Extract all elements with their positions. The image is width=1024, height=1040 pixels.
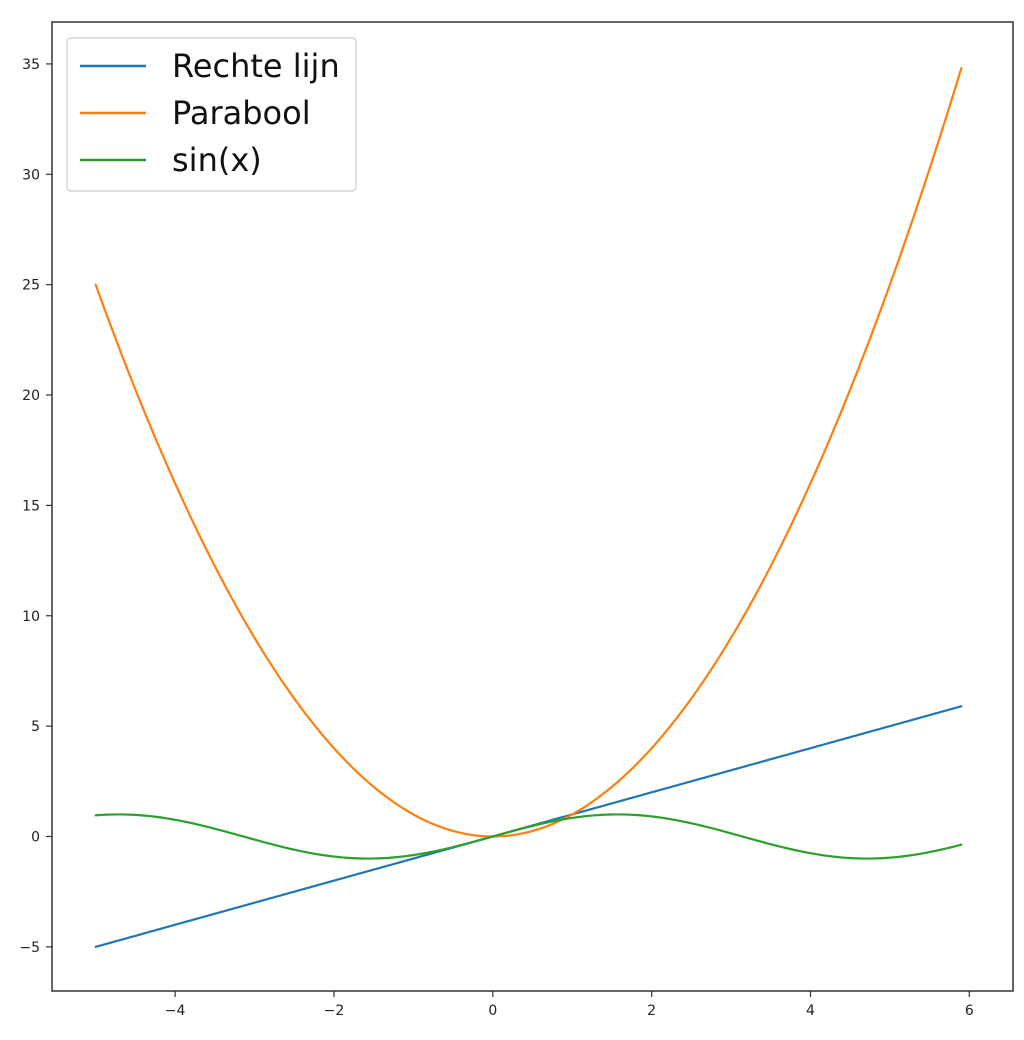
y-tick-label: 20: [22, 388, 40, 404]
y-tick-label: 25: [22, 278, 40, 294]
plot-area: [94, 67, 963, 948]
x-tick-label: 2: [647, 1003, 656, 1019]
legend-box: [66, 37, 357, 192]
legend-label: sin(x): [172, 141, 262, 179]
series-line-2: [94, 813, 963, 860]
x-tick-label: −4: [165, 1003, 186, 1019]
legend-label: Parabool: [172, 94, 311, 132]
x-axis: −4 −2 0 2 4 6: [165, 991, 974, 1019]
y-tick-label: 15: [22, 498, 40, 514]
x-tick-label: 0: [488, 1003, 497, 1019]
series-line-1: [94, 67, 963, 838]
y-tick-label: 30: [22, 167, 40, 183]
legend: Rechte lijn Parabool sin(x): [66, 37, 357, 192]
y-axis: −5 0 5 10 15 20 25 30 35: [19, 57, 52, 956]
x-tick-label: 6: [965, 1003, 974, 1019]
axes-frame: [51, 21, 1014, 992]
y-tick-label: 5: [31, 719, 40, 735]
y-tick-label: 10: [22, 609, 40, 625]
x-tick-label: −2: [324, 1003, 345, 1019]
y-tick-label: 35: [22, 57, 40, 73]
axes-border: [51, 21, 1014, 992]
x-tick-label: 4: [806, 1003, 815, 1019]
legend-label: Rechte lijn: [172, 47, 340, 85]
y-tick-label: 0: [31, 829, 40, 845]
y-tick-label: −5: [19, 940, 40, 956]
